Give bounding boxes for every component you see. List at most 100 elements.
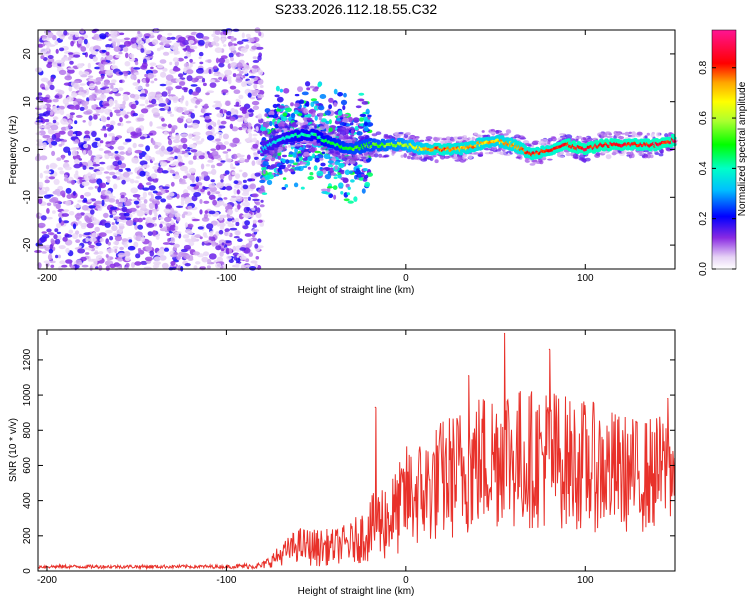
snr-peak (503, 332, 506, 335)
spectrogram-point (88, 247, 92, 251)
spectrogram-point (244, 233, 252, 237)
spectrogram-point (303, 108, 308, 114)
y-tick-label: 20 (22, 48, 33, 60)
snr-series-line (37, 333, 676, 571)
spectrogram-point (320, 118, 327, 123)
spectrogram-point (233, 180, 239, 185)
spectrogram-point (127, 245, 136, 251)
spectrogram-point (228, 259, 234, 263)
spectrogram-point (216, 113, 224, 118)
spectrogram-point (58, 217, 62, 223)
spectrogram-point (53, 234, 58, 240)
spectrogram-point (471, 136, 475, 142)
spectrogram-point (63, 160, 70, 163)
spectrogram-point (139, 170, 146, 177)
spectrogram-point (115, 156, 120, 161)
spectrogram-point (166, 36, 172, 41)
spectrogram-point (538, 140, 545, 146)
spectrogram-point (291, 145, 296, 148)
spectrogram-point (211, 168, 217, 175)
spectrogram-point (202, 232, 207, 237)
spectrogram-point (352, 154, 358, 159)
spectrogram-point (201, 217, 210, 222)
spectrogram-point (257, 55, 262, 61)
spectrogram-point (149, 95, 154, 99)
spectrogram-point (105, 176, 111, 180)
spectrogram-point (114, 235, 123, 242)
spectrogram-point (103, 81, 109, 87)
spectrogram-point (102, 61, 109, 65)
spectrogram-point (277, 118, 281, 124)
spectrogram-point (237, 238, 243, 243)
spectrogram-point (49, 84, 55, 91)
spectrogram-point (244, 117, 248, 124)
spectrogram-point (46, 216, 53, 220)
spectrogram-point (152, 230, 157, 237)
spectrogram-point (89, 83, 95, 90)
spectrogram-point (92, 156, 100, 163)
spectrogram-point (163, 131, 168, 136)
spectrogram-point (262, 122, 270, 128)
spectrogram-point (255, 158, 263, 166)
spectrogram-point (178, 73, 184, 78)
spectrogram-point (47, 55, 54, 59)
spectrogram-point (195, 261, 201, 265)
spectrogram-point (233, 89, 241, 94)
spectrogram-point (139, 93, 147, 98)
spectrogram-point (151, 39, 159, 45)
spectrogram-point (107, 82, 116, 86)
spectrogram-point (82, 120, 86, 123)
spectrogram-point (57, 90, 65, 95)
spectrogram-point (488, 131, 496, 135)
spectrogram-point (524, 158, 530, 163)
spectrogram-point (170, 219, 174, 225)
spectrogram-point (52, 116, 59, 120)
spectrogram-point (304, 103, 309, 107)
spectrogram-point (242, 75, 246, 79)
spectrogram-point (314, 150, 321, 154)
spectrogram-point (75, 170, 79, 176)
spectrogram-point (294, 147, 298, 154)
spectrogram-point (145, 145, 151, 152)
spectrogram-point (55, 48, 59, 54)
spectrogram-point (306, 87, 311, 91)
spectrogram-point (122, 141, 128, 145)
spectrogram-point (88, 244, 95, 249)
spectrogram-point (94, 137, 101, 142)
spectrogram-point (547, 140, 551, 145)
spectrogram-point (284, 184, 289, 188)
spectrogram-point (432, 154, 437, 158)
spectrogram-point (45, 175, 49, 180)
spectrogram-point (559, 155, 565, 158)
spectrogram-point (42, 43, 46, 47)
spectrogram-point (594, 139, 599, 143)
spectrogram-point (119, 122, 124, 127)
spectrogram-point (269, 120, 273, 127)
spectrogram-point (359, 113, 367, 117)
spectrogram-point (200, 188, 205, 193)
spectrogram-point (383, 133, 389, 137)
spectrogram-point (220, 120, 227, 125)
spectrogram-point (78, 233, 83, 238)
spectrogram-point (44, 179, 50, 184)
spectrogram-point (37, 244, 46, 249)
spectrogram-point (307, 166, 311, 170)
spectrogram-point (368, 153, 376, 157)
spectrogram-point (434, 137, 439, 143)
spectrogram-point (236, 62, 243, 69)
spectrogram-point (630, 153, 635, 159)
spectrogram-point (59, 260, 66, 265)
spectrogram-point (198, 56, 202, 60)
spectrogram-point (138, 113, 145, 118)
spectrogram-point (223, 44, 227, 47)
spectrogram-point (238, 169, 243, 172)
spectrogram-point (670, 133, 676, 138)
spectrogram-point (236, 189, 240, 195)
spectrogram-point (229, 123, 234, 129)
spectrogram-point (77, 91, 85, 96)
snr-frame (37, 329, 676, 572)
spectrogram-point (81, 205, 89, 211)
spectrogram-point (656, 132, 660, 137)
spectrogram-point (249, 266, 257, 271)
spectrogram-point (324, 150, 330, 154)
